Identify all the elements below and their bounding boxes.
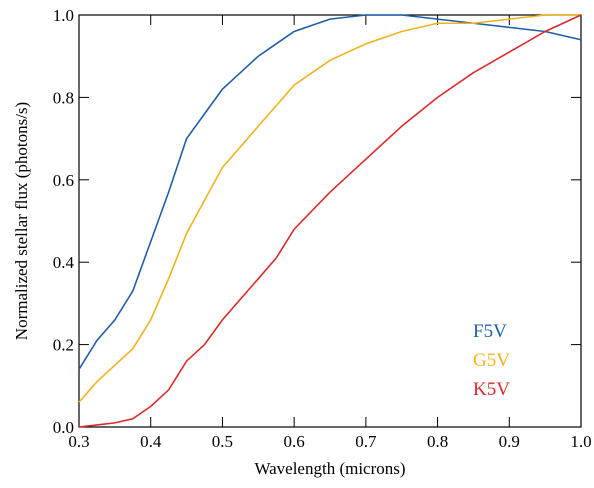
y-tick-label: 1.0 <box>53 6 74 25</box>
x-tick-label: 0.6 <box>284 432 305 451</box>
line-series <box>78 14 581 403</box>
y-tick-label: 0.8 <box>53 88 74 107</box>
plot-frame <box>78 14 582 428</box>
x-tick-label: 1.0 <box>570 432 591 451</box>
y-axis-label: Normalized stellar flux (photons/s) <box>12 102 31 340</box>
x-tick-label: 0.5 <box>212 432 233 451</box>
x-tick-label: 0.4 <box>140 432 162 451</box>
x-tick-label: 0.8 <box>427 432 448 451</box>
legend-entry: F5V <box>473 321 507 342</box>
legend-entry: G5V <box>473 350 510 371</box>
line-series <box>78 14 582 370</box>
y-tick-label: 0.6 <box>53 171 74 190</box>
legend-entry: K5V <box>473 379 510 400</box>
line-series <box>78 14 582 428</box>
x-tick-label: 0.3 <box>68 432 89 451</box>
x-axis-label: Wavelength (microns) <box>254 459 405 478</box>
y-tick-label: 0.2 <box>53 336 74 355</box>
y-tick-label: 0.0 <box>53 418 74 437</box>
y-tick-label: 0.4 <box>53 253 75 272</box>
x-tick-label: 0.9 <box>499 432 520 451</box>
x-tick-label: 0.7 <box>355 432 377 451</box>
